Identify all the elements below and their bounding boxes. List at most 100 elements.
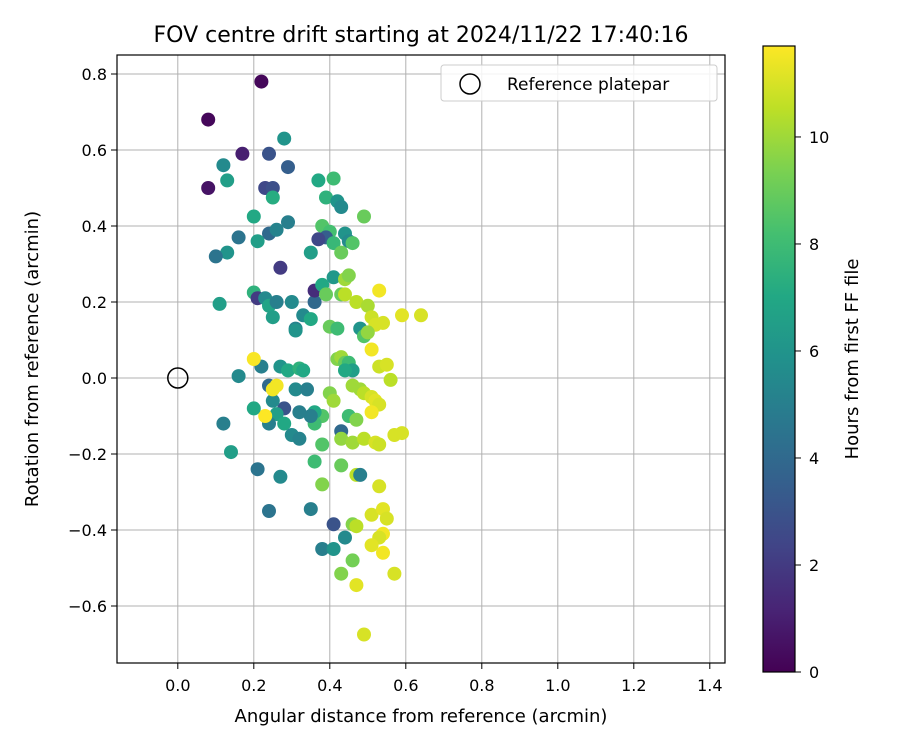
data-point xyxy=(235,146,250,161)
data-point xyxy=(269,407,284,422)
data-point xyxy=(334,566,349,581)
data-point xyxy=(376,315,390,330)
data-point xyxy=(216,416,231,431)
data-point xyxy=(269,222,284,237)
legend-reference-marker xyxy=(459,73,481,95)
data-point xyxy=(315,542,330,556)
data-point xyxy=(265,393,280,408)
reference-platepar-marker xyxy=(167,367,189,389)
data-point xyxy=(326,270,341,285)
colorbar-tick-label: 10 xyxy=(809,128,829,147)
data-point xyxy=(319,190,333,205)
colorbar-label: Hours from first FF file xyxy=(842,259,863,460)
data-point xyxy=(330,321,345,336)
data-point xyxy=(383,372,398,387)
data-point xyxy=(364,342,379,357)
data-point xyxy=(307,295,322,309)
colorbar-tick-label: 0 xyxy=(809,663,819,682)
y-tick-label: −0.6 xyxy=(68,597,107,616)
data-point xyxy=(292,431,307,446)
data-point xyxy=(357,627,371,642)
data-point xyxy=(338,287,352,302)
data-point xyxy=(315,477,330,492)
data-point xyxy=(387,566,402,581)
data-point xyxy=(315,437,330,452)
data-point xyxy=(345,553,360,568)
data-point xyxy=(372,479,387,494)
data-point xyxy=(345,236,360,251)
x-tick-label: 0.6 xyxy=(393,676,418,695)
data-point xyxy=(273,260,288,275)
data-point xyxy=(281,363,295,378)
x-tick-label: 1.0 xyxy=(545,676,570,695)
data-point xyxy=(345,435,360,450)
y-tick-label: 0.2 xyxy=(82,293,107,312)
data-point xyxy=(208,249,223,264)
x-tick-label: 0.4 xyxy=(317,676,342,695)
data-point xyxy=(262,146,276,161)
data-point xyxy=(216,158,231,173)
data-point xyxy=(212,296,227,311)
data-point xyxy=(246,209,261,224)
data-point xyxy=(250,462,265,477)
data-point xyxy=(311,173,326,188)
data-point xyxy=(360,298,375,313)
y-tick-label: 0.0 xyxy=(82,369,107,388)
y-tick-label: 0.8 xyxy=(82,65,107,84)
data-point xyxy=(349,578,364,593)
data-point xyxy=(288,323,303,338)
data-point xyxy=(265,310,280,325)
data-point xyxy=(372,283,387,298)
data-points xyxy=(201,74,428,642)
data-point xyxy=(231,369,246,384)
x-tick-label: 0.2 xyxy=(241,676,266,695)
data-point xyxy=(326,236,341,251)
data-point xyxy=(334,200,349,214)
data-point xyxy=(269,295,284,309)
data-point xyxy=(300,382,314,397)
colorbar-tick-label: 4 xyxy=(809,449,819,468)
y-tick-label: 0.4 xyxy=(82,217,107,236)
data-point xyxy=(303,245,318,260)
legend-box xyxy=(440,64,718,102)
data-point xyxy=(326,393,341,408)
data-point xyxy=(201,112,216,127)
plot-frame xyxy=(116,54,726,664)
data-point xyxy=(334,458,349,473)
data-point xyxy=(357,209,371,224)
y-tick-label: −0.2 xyxy=(68,445,107,464)
data-point xyxy=(311,232,326,247)
data-point xyxy=(353,467,368,482)
data-point xyxy=(364,507,379,522)
data-point xyxy=(269,378,284,393)
data-point xyxy=(379,357,394,372)
x-tick-label: 1.4 xyxy=(697,676,722,695)
y-axis-label: Rotation from reference (arcmin) xyxy=(22,211,43,507)
legend: Reference platepar xyxy=(440,64,718,102)
data-point xyxy=(262,504,276,518)
data-point xyxy=(319,287,333,302)
y-tick-label: 0.6 xyxy=(82,141,107,160)
data-point xyxy=(224,445,238,460)
data-point xyxy=(303,312,318,327)
plot-area xyxy=(117,55,725,663)
y-axis: −0.6 −0.4 −0.2 0.0 0.2 0.4 0.6 0.8 xyxy=(68,65,117,616)
data-point xyxy=(349,412,364,427)
data-point xyxy=(334,245,349,260)
colorbar-gradient xyxy=(763,46,795,672)
x-tick-label: 1.2 xyxy=(621,676,646,695)
x-tick-label: 0.8 xyxy=(469,676,494,695)
data-point xyxy=(250,234,265,249)
data-point xyxy=(326,517,341,532)
x-axis: 0.0 0.2 0.4 0.6 0.8 1.0 1.2 1.4 xyxy=(165,663,723,695)
data-point xyxy=(349,519,364,534)
colorbar-ticks: 0 2 4 6 8 10 xyxy=(795,128,829,682)
data-point xyxy=(303,502,318,517)
y-tick-label: −0.4 xyxy=(68,521,107,540)
data-point xyxy=(338,363,352,378)
data-point xyxy=(288,382,303,397)
data-point xyxy=(364,538,379,553)
data-point xyxy=(395,426,409,441)
data-point xyxy=(292,405,307,420)
data-point xyxy=(277,131,292,146)
